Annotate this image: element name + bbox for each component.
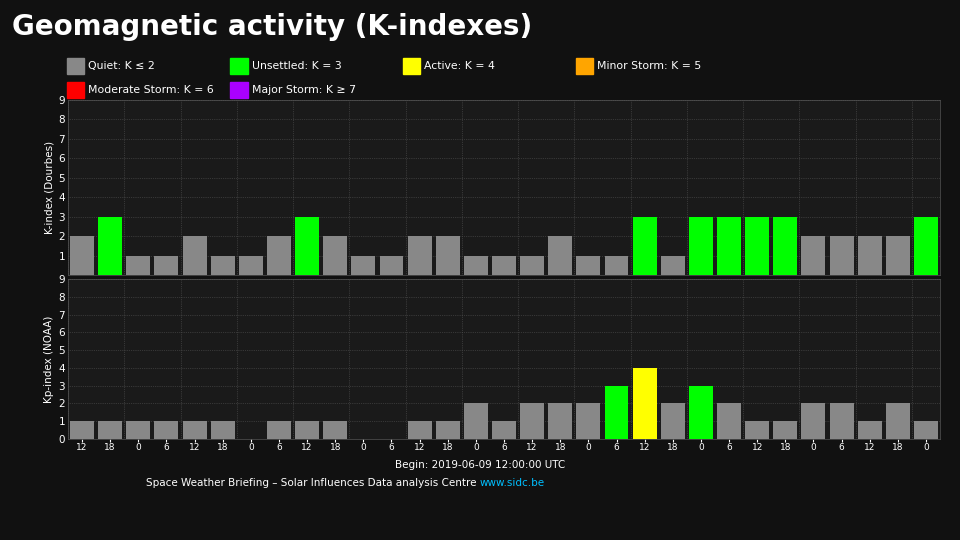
Bar	[403, 58, 420, 73]
Bar	[98, 217, 122, 275]
Bar	[774, 421, 797, 439]
Text: www.sidc.be: www.sidc.be	[480, 478, 545, 488]
Bar	[857, 421, 881, 439]
Bar	[230, 82, 248, 98]
Bar	[492, 421, 516, 439]
Bar	[633, 217, 657, 275]
Text: Active: K = 4: Active: K = 4	[424, 61, 495, 71]
Bar	[70, 421, 94, 439]
Bar	[576, 403, 600, 439]
Bar	[464, 255, 488, 275]
Bar	[324, 236, 348, 275]
Bar	[127, 255, 151, 275]
Text: Moderate Storm: K = 6: Moderate Storm: K = 6	[88, 85, 214, 95]
Bar	[520, 403, 544, 439]
Bar	[70, 236, 94, 275]
Bar	[127, 421, 151, 439]
Bar	[745, 421, 769, 439]
Bar	[379, 255, 403, 275]
Bar	[633, 368, 657, 439]
Bar	[857, 236, 881, 275]
Bar	[211, 255, 234, 275]
Bar	[548, 236, 572, 275]
Bar	[436, 421, 460, 439]
Text: Unsettled: K = 3: Unsettled: K = 3	[252, 61, 341, 71]
Bar	[267, 421, 291, 439]
Text: Geomagnetic activity (K-indexes): Geomagnetic activity (K-indexes)	[12, 13, 532, 41]
Bar	[211, 421, 234, 439]
Bar	[324, 421, 348, 439]
Bar	[660, 403, 684, 439]
Bar	[745, 217, 769, 275]
Bar	[576, 255, 600, 275]
Bar	[802, 403, 826, 439]
Bar	[689, 386, 713, 439]
Text: Quiet: K ≤ 2: Quiet: K ≤ 2	[88, 61, 156, 71]
Bar	[886, 403, 910, 439]
Bar	[605, 255, 629, 275]
Y-axis label: Kp-index (NOAA): Kp-index (NOAA)	[44, 315, 55, 403]
Bar	[155, 255, 179, 275]
Text: Minor Storm: K = 5: Minor Storm: K = 5	[597, 61, 702, 71]
Bar	[239, 255, 263, 275]
Bar	[408, 236, 432, 275]
Bar	[408, 421, 432, 439]
Bar	[182, 421, 206, 439]
Bar	[660, 255, 684, 275]
Text: Major Storm: K ≥ 7: Major Storm: K ≥ 7	[252, 85, 355, 95]
Bar	[774, 217, 797, 275]
Bar	[829, 236, 853, 275]
Bar	[464, 403, 488, 439]
Bar	[886, 236, 910, 275]
Text: Begin: 2019-06-09 12:00:00 UTC: Begin: 2019-06-09 12:00:00 UTC	[395, 460, 565, 470]
Bar	[914, 421, 938, 439]
Bar	[295, 217, 319, 275]
Bar	[576, 58, 593, 73]
Bar	[802, 236, 826, 275]
Bar	[829, 403, 853, 439]
Y-axis label: K-index (Dourbes): K-index (Dourbes)	[44, 141, 55, 234]
Bar	[436, 236, 460, 275]
Bar	[605, 386, 629, 439]
Bar	[351, 255, 375, 275]
Bar	[182, 236, 206, 275]
Bar	[689, 217, 713, 275]
Bar	[492, 255, 516, 275]
Bar	[67, 58, 84, 73]
Bar	[267, 236, 291, 275]
Bar	[717, 403, 741, 439]
Bar	[230, 58, 248, 73]
Bar	[155, 421, 179, 439]
Bar	[717, 217, 741, 275]
Bar	[98, 421, 122, 439]
Bar	[548, 403, 572, 439]
Bar	[295, 421, 319, 439]
Bar	[520, 255, 544, 275]
Bar	[67, 82, 84, 98]
Text: Space Weather Briefing – Solar Influences Data analysis Centre: Space Weather Briefing – Solar Influence…	[146, 478, 480, 488]
Bar	[914, 217, 938, 275]
